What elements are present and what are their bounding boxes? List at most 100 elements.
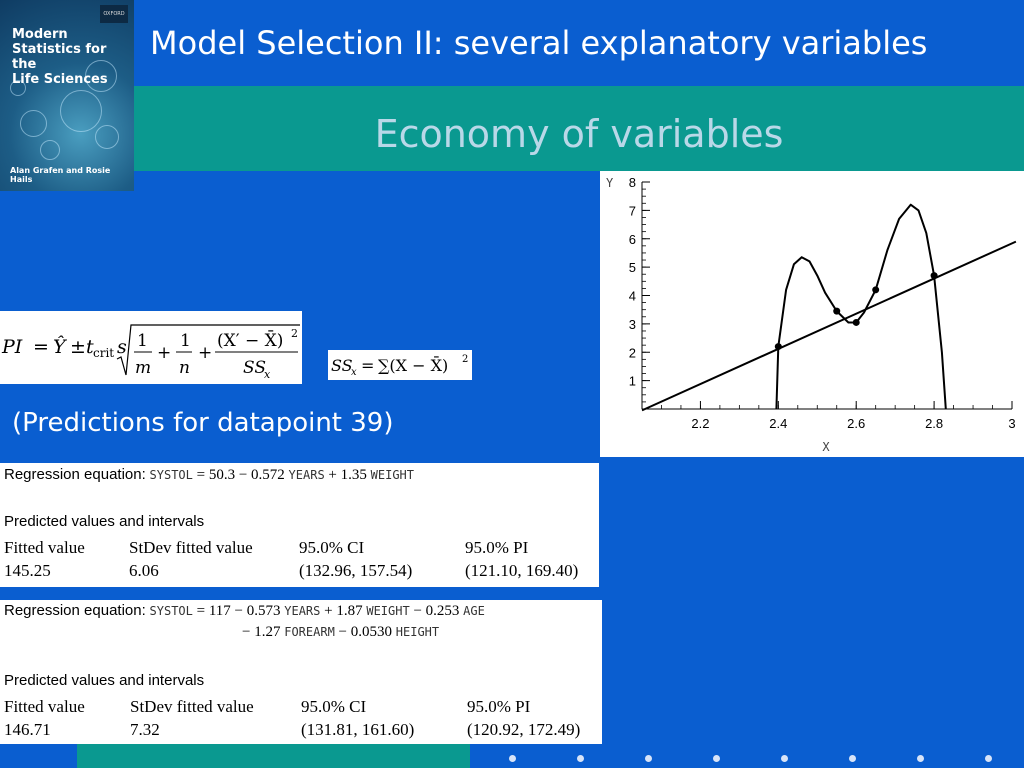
slide-dot[interactable] [849,755,856,762]
table-cell: 7.32 [130,720,160,739]
book-cover: OXFORD Modern Statistics for the Life Sc… [0,0,134,191]
book-authors: Alan Grafen and Rosie Hails [10,166,111,184]
svg-text:=: = [33,336,49,358]
y-tick-label: 6 [629,232,636,247]
predictions-label: (Predictions for datapoint 39) [12,408,394,438]
column-header: 95.0% CI [299,538,365,557]
var-years: YEARS [284,604,321,618]
column-header: Fitted value [4,538,85,557]
y-tick-label: 1 [629,374,636,389]
y-tick-label: 8 [629,175,636,190]
y-tick-label: 5 [629,260,636,275]
slide-dot[interactable] [917,755,924,762]
prediction-interval-formula: PI = Ŷ ± t crit s 1 m + 1 n + (X′ − X̄) … [0,311,302,384]
slide-dot[interactable] [713,755,720,762]
data-point [774,343,782,351]
publisher-logo: OXFORD [100,5,128,23]
var-systol: SYSTOL [149,604,193,618]
svg-text:Ŷ: Ŷ [53,335,68,358]
equation-label: Regression equation: [4,602,146,619]
svg-text:crit: crit [93,346,114,360]
slide-dot[interactable] [985,755,992,762]
polynomial-curve [775,203,947,410]
regression-equation: Regression equation: SYSTOL = 117 − 0.57… [4,602,485,620]
equation-term: + 1.35 [328,467,367,483]
equation-term: − 0.253 [413,603,460,619]
x-axis-label: X [822,440,830,454]
data-point [852,318,860,326]
column-header: Fitted value [4,697,85,716]
footer-bar [77,744,470,768]
svg-text:2: 2 [291,327,298,340]
var-systol: SYSTOL [149,468,193,482]
table-cell: (120.92, 172.49) [467,720,581,739]
regression-output-1: Regression equation: SYSTOL = 50.3 − 0.5… [0,463,599,587]
svg-text:1: 1 [137,331,148,351]
slide-dot[interactable] [577,755,584,762]
equation-term: = 117 − 0.573 [196,603,281,619]
svg-text:SS: SS [331,356,353,375]
regression-line [641,240,1017,412]
svg-text:n: n [179,358,190,378]
x-tick-label: 2.6 [847,416,865,431]
slide-dot[interactable] [509,755,516,762]
regression-output-2: Regression equation: SYSTOL = 117 − 0.57… [0,600,602,744]
svg-text:=: = [361,356,374,375]
column-header: StDev fitted value [130,697,254,716]
equation-term: − 0.0530 [338,624,393,640]
var-weight: WEIGHT [370,468,414,482]
slide-dot[interactable] [645,755,652,762]
svg-text:m: m [135,358,151,378]
svg-text:2: 2 [462,354,468,365]
prediction-interval-formula-graphic: PI = Ŷ ± t crit s 1 m + 1 n + (X′ − X̄) … [1,324,300,381]
table-cell: (132.96, 157.54) [299,561,413,580]
column-header: 95.0% CI [301,697,367,716]
column-header: 95.0% PI [467,697,531,716]
book-title: Modern Statistics for the Life Sciences [12,27,108,87]
y-tick-label: 7 [629,203,636,218]
var-height: HEIGHT [395,625,440,639]
svg-text:x: x [264,368,271,381]
x-tick-label: 2.8 [925,416,943,431]
chart-panel: 1 2 3 4 5 6 7 8 2.2 2.4 2.6 2.8 3 Y X [600,171,1024,457]
equation-term: + 1.87 [324,603,363,619]
slide-dots [0,752,1024,768]
equation-term: − 1.27 [242,624,281,640]
data-point [930,272,938,280]
data-point [833,307,841,315]
section-title: Predicted values and intervals [4,672,205,689]
svg-text:+: + [198,343,212,363]
y-tick-label: 2 [629,345,636,360]
svg-text:t: t [86,336,94,358]
svg-text:∑(X − X̄): ∑(X − X̄) [378,354,448,375]
column-header: StDev fitted value [129,538,253,557]
equation-label: Regression equation: [4,466,146,483]
ssx-formula: SS x = ∑(X − X̄) 2 [328,350,472,380]
var-forearm: FOREARM [284,625,335,639]
slide-subtitle: Economy of variables [374,112,784,156]
var-years: YEARS [288,468,325,482]
regression-equation: Regression equation: SYSTOL = 50.3 − 0.5… [4,466,414,484]
x-tick-label: 2.4 [769,416,787,431]
equation-term: = 50.3 − 0.572 [196,467,285,483]
svg-text:±: ± [70,336,86,358]
svg-text:+: + [157,343,171,363]
svg-text:s: s [117,336,127,358]
var-age: AGE [463,604,485,618]
svg-text:(X′ − X̄): (X′ − X̄) [217,329,283,351]
curve-chart: 1 2 3 4 5 6 7 8 2.2 2.4 2.6 2.8 3 Y X [606,175,1017,454]
slide-dot[interactable] [781,755,788,762]
data-point [872,286,880,294]
y-tick-label: 3 [629,317,636,332]
table-cell: 145.25 [4,561,51,580]
x-tick-label: 3 [1008,416,1015,431]
svg-text:SS: SS [243,358,266,378]
table-cell: 146.71 [4,720,51,739]
svg-text:1: 1 [180,331,191,351]
table-cell: (121.10, 169.40) [465,561,579,580]
svg-text:PI: PI [1,336,23,358]
section-title: Predicted values and intervals [4,513,205,530]
var-weight: WEIGHT [366,604,410,618]
subtitle-band [134,86,1024,171]
x-tick-label: 2.2 [691,416,709,431]
